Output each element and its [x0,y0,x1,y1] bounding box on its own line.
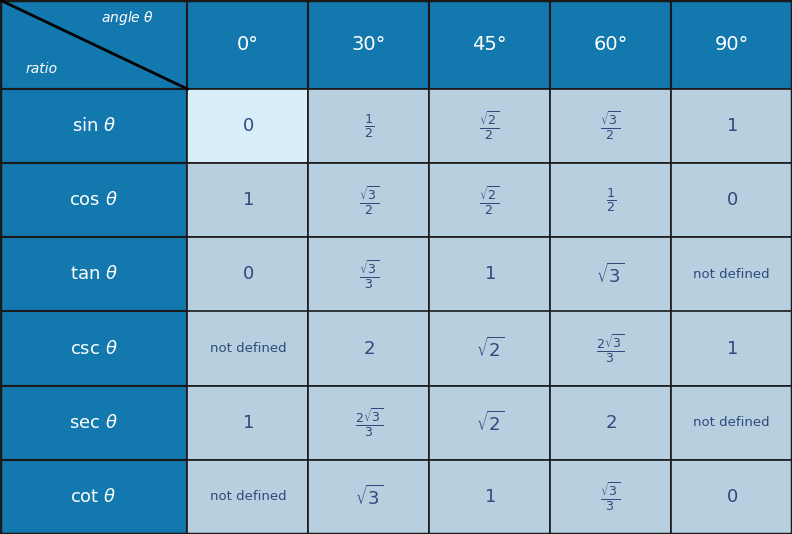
Text: $\frac{\sqrt{3}}{2}$: $\frac{\sqrt{3}}{2}$ [600,109,621,143]
Bar [671,0,792,89]
Text: $\mathrm{tan}\ \theta$: $\mathrm{tan}\ \theta$ [70,265,118,284]
Bar [308,163,429,237]
Bar [0,163,188,237]
Bar [308,0,429,89]
Bar [308,311,429,386]
Bar [0,311,188,386]
Text: 90°: 90° [714,35,748,54]
Bar [429,237,550,311]
Text: $\mathrm{cos}\ \theta$: $\mathrm{cos}\ \theta$ [70,191,118,209]
Text: $1$: $1$ [725,340,737,358]
Bar [188,237,308,311]
Text: $\frac{2\sqrt{3}}{3}$: $\frac{2\sqrt{3}}{3}$ [355,406,383,439]
Bar [671,89,792,163]
Text: 30°: 30° [352,35,386,54]
Text: $\frac{2\sqrt{3}}{3}$: $\frac{2\sqrt{3}}{3}$ [596,332,625,365]
Text: 0°: 0° [237,35,259,54]
Bar [188,460,308,534]
Text: $0$: $0$ [725,488,737,506]
Bar [550,386,671,460]
Bar [429,89,550,163]
Text: $0$: $0$ [242,265,254,284]
Bar [550,460,671,534]
Text: $1$: $1$ [484,488,496,506]
Bar [550,89,671,163]
Text: $\sqrt{3}$: $\sqrt{3}$ [596,262,625,287]
Bar [671,311,792,386]
Text: $\sqrt{2}$: $\sqrt{2}$ [475,411,504,435]
Bar [429,386,550,460]
Bar [429,460,550,534]
Bar [550,163,671,237]
Bar [429,311,550,386]
Bar [308,460,429,534]
Text: $\sqrt{3}$: $\sqrt{3}$ [355,485,383,509]
Text: not defined: not defined [210,342,286,355]
Text: not defined: not defined [693,268,770,281]
Text: $\frac{1}{2}$: $\frac{1}{2}$ [606,186,615,214]
Bar [188,311,308,386]
Bar [550,311,671,386]
Text: $\mathrm{sin}\ \theta$: $\mathrm{sin}\ \theta$ [71,117,116,135]
Text: $\sqrt{2}$: $\sqrt{2}$ [475,336,504,360]
Bar [188,386,308,460]
Bar [308,89,429,163]
Text: $\frac{\sqrt{2}}{2}$: $\frac{\sqrt{2}}{2}$ [479,184,500,217]
Text: $\frac{\sqrt{2}}{2}$: $\frac{\sqrt{2}}{2}$ [479,109,500,143]
Text: angle $\theta$: angle $\theta$ [101,9,154,27]
Text: $\frac{\sqrt{3}}{3}$: $\frac{\sqrt{3}}{3}$ [359,258,379,291]
Bar [429,163,550,237]
Text: $\mathrm{sec}\ \theta$: $\mathrm{sec}\ \theta$ [69,414,118,432]
Text: $\frac{1}{2}$: $\frac{1}{2}$ [364,112,374,140]
Text: $0$: $0$ [242,117,254,135]
Bar [550,0,671,89]
Text: ratio: ratio [25,62,57,76]
Text: $1$: $1$ [242,191,253,209]
Text: $2$: $2$ [363,340,375,358]
Bar [550,237,671,311]
Text: $1$: $1$ [484,265,496,284]
Text: $\frac{\sqrt{3}}{2}$: $\frac{\sqrt{3}}{2}$ [359,184,379,217]
Text: $2$: $2$ [605,414,616,432]
Text: 45°: 45° [472,35,507,54]
Bar [671,163,792,237]
Bar [671,237,792,311]
Bar [429,0,550,89]
Text: $\mathrm{cot}\ \theta$: $\mathrm{cot}\ \theta$ [70,488,117,506]
Text: 60°: 60° [593,35,628,54]
Bar [671,460,792,534]
Bar [308,386,429,460]
Bar [0,237,188,311]
Text: not defined: not defined [210,490,286,504]
Bar [0,0,188,89]
Text: $0$: $0$ [725,191,737,209]
Bar [308,237,429,311]
Bar [671,386,792,460]
Bar [188,89,308,163]
Text: $1$: $1$ [725,117,737,135]
Bar [188,163,308,237]
Bar [0,460,188,534]
Bar [0,89,188,163]
Bar [188,0,308,89]
Text: $1$: $1$ [242,414,253,432]
Text: $\mathrm{csc}\ \theta$: $\mathrm{csc}\ \theta$ [70,340,117,358]
Text: $\frac{\sqrt{3}}{3}$: $\frac{\sqrt{3}}{3}$ [600,481,621,513]
Bar [0,386,188,460]
Text: not defined: not defined [693,416,770,429]
